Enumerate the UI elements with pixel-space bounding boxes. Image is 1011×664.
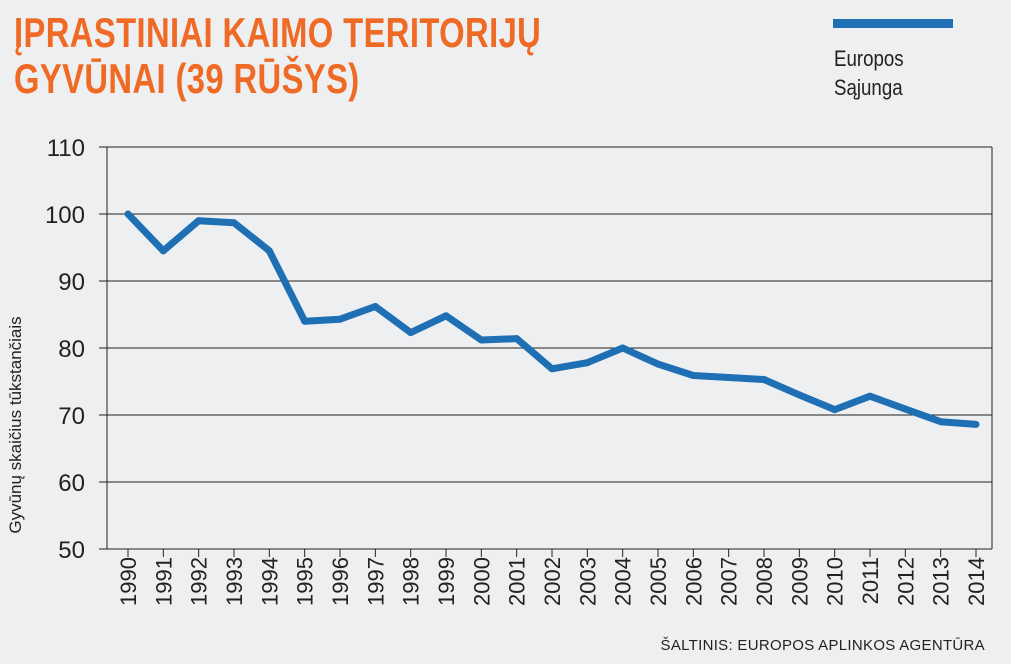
x-tick-label-2010: 2010 — [823, 557, 848, 606]
x-tick-label-1998: 1998 — [399, 557, 424, 606]
y-tick-label-90: 90 — [58, 269, 85, 296]
x-tick-label-1996: 1996 — [328, 557, 353, 606]
data-point-2005 — [654, 360, 662, 368]
x-tick-label-2006: 2006 — [681, 557, 706, 606]
source-note: ŠALTINIS: EUROPOS APLINKOS AGENTŪRA — [660, 637, 985, 654]
data-point-1996 — [336, 315, 344, 323]
x-tick-label-2005: 2005 — [646, 557, 671, 606]
x-tick-label-1991: 1991 — [151, 557, 176, 606]
data-point-1990 — [124, 210, 132, 218]
x-tick-label-2014: 2014 — [964, 557, 989, 606]
legend-label-line-2: Sąjunga — [834, 75, 903, 100]
chart-title-line-2: GYVŪNAI (39 RŪŠYS) — [14, 55, 360, 102]
x-tick-label-1999: 1999 — [434, 557, 459, 606]
legend-label-line-1: Europos — [834, 46, 904, 71]
data-point-2002 — [548, 365, 556, 373]
x-tick-label-2001: 2001 — [505, 557, 530, 606]
x-tick-label-2012: 2012 — [893, 557, 918, 606]
y-tick-label-50: 50 — [58, 537, 85, 564]
data-point-2006 — [689, 371, 697, 379]
data-point-1992 — [195, 217, 203, 225]
x-tick-label-1997: 1997 — [363, 557, 388, 606]
y-tick-label-110: 110 — [47, 135, 85, 162]
data-point-2012 — [901, 405, 909, 413]
x-tick-label-2009: 2009 — [787, 557, 812, 606]
data-point-2011 — [866, 392, 874, 400]
y-axis-label: Gyvūnų skaičius tūkstančiais — [6, 316, 25, 533]
data-point-2010 — [831, 406, 839, 414]
chart-title-line-1: ĮPRASTINIAI KAIMO TERITORIJŲ — [14, 9, 542, 56]
data-point-1997 — [371, 302, 379, 310]
x-tick-label-2011: 2011 — [858, 557, 883, 604]
data-point-2013 — [937, 418, 945, 426]
x-tick-label-1994: 1994 — [257, 557, 282, 606]
legend-swatch — [833, 19, 953, 28]
legend-label: Europos Sąjunga — [834, 44, 904, 102]
data-point-2003 — [583, 359, 591, 367]
x-tick-label-1995: 1995 — [293, 557, 318, 606]
data-point-2004 — [619, 344, 627, 352]
y-tick-label-100: 100 — [45, 202, 85, 229]
data-point-2014 — [972, 420, 980, 428]
series-line-0 — [125, 211, 977, 428]
data-point-2001 — [513, 335, 521, 343]
x-tick-label-2003: 2003 — [575, 557, 600, 606]
y-tick-label-70: 70 — [58, 403, 85, 430]
x-tick-label-1992: 1992 — [187, 557, 212, 606]
data-point-2000 — [477, 336, 485, 344]
x-tick-label-2000: 2000 — [469, 557, 494, 606]
chart-title: ĮPRASTINIAI KAIMO TERITORIJŲ GYVŪNAI (39… — [14, 10, 541, 102]
x-tick-label-1993: 1993 — [222, 557, 247, 606]
data-point-1999 — [442, 312, 450, 320]
data-point-1994 — [265, 247, 273, 255]
x-tick-label-1990: 1990 — [116, 557, 141, 606]
x-tick-label-2004: 2004 — [611, 557, 636, 606]
x-tick-label-2002: 2002 — [540, 557, 565, 606]
data-point-1995 — [301, 317, 309, 325]
data-point-2007 — [725, 373, 733, 381]
y-tick-label-60: 60 — [58, 470, 85, 497]
data-point-1991 — [159, 247, 167, 255]
data-point-1993 — [230, 219, 238, 227]
y-tick-label-80: 80 — [58, 336, 85, 363]
x-tick-label-2013: 2013 — [929, 557, 954, 606]
data-point-1998 — [407, 329, 415, 337]
data-point-2008 — [760, 375, 768, 383]
x-tick-label-2007: 2007 — [717, 557, 742, 606]
x-tick-label-2008: 2008 — [752, 557, 777, 606]
data-point-2009 — [795, 391, 803, 399]
